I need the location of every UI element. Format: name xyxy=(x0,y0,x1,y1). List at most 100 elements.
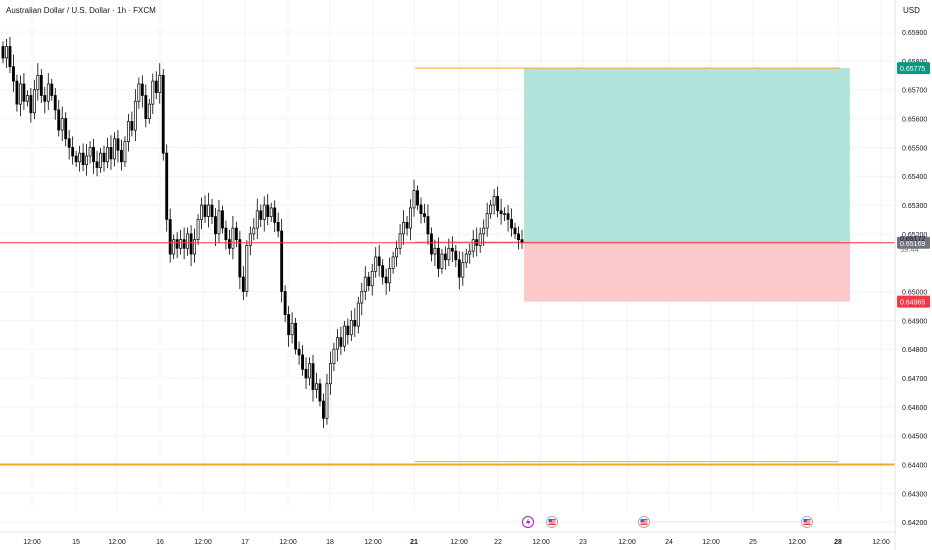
candle xyxy=(510,208,513,237)
stop-loss-badge-bg xyxy=(897,295,930,308)
candle-body xyxy=(346,325,350,336)
candle xyxy=(161,68,165,161)
candle xyxy=(200,197,203,230)
lightning-icon[interactable] xyxy=(522,516,534,528)
us-flag-icon[interactable] xyxy=(801,516,813,528)
x-tick-label: 18 xyxy=(326,539,334,546)
us-flag-icon-canton xyxy=(548,519,552,522)
candle xyxy=(381,259,385,285)
candle xyxy=(315,372,318,399)
stop-loss-zone[interactable] xyxy=(524,241,850,302)
candle xyxy=(231,215,235,260)
x-tick-label: 12:00 xyxy=(364,539,382,546)
candle-body xyxy=(189,233,193,255)
candle xyxy=(179,229,183,255)
entry-price-label: 0.65172 xyxy=(900,236,925,243)
candle xyxy=(273,200,277,233)
candle xyxy=(130,111,134,137)
us-flag-icon-stripe xyxy=(640,522,648,524)
candle-body xyxy=(510,219,513,229)
candle-body xyxy=(464,253,468,264)
candle xyxy=(245,240,249,297)
candle-body xyxy=(57,109,61,131)
event-icons[interactable] xyxy=(522,516,813,528)
bar-countdown: 59:44 xyxy=(900,245,919,254)
candle-body xyxy=(238,239,242,278)
candle xyxy=(255,198,259,240)
candle-body xyxy=(259,210,263,220)
candle-body xyxy=(482,227,486,235)
candle-body xyxy=(384,276,388,284)
take-profit-badge-text: 0.65775 xyxy=(900,66,925,73)
candle xyxy=(436,237,440,278)
candle-body xyxy=(332,348,336,364)
candle-body xyxy=(409,207,412,229)
candle-body xyxy=(304,368,308,379)
candle xyxy=(297,341,301,365)
candle-body xyxy=(447,247,451,261)
candle-body xyxy=(67,138,71,148)
candle-body xyxy=(328,363,332,385)
candle xyxy=(433,239,437,267)
candle xyxy=(269,202,273,222)
us-flag-icon[interactable] xyxy=(638,516,650,528)
y-tick-label: 0.65000 xyxy=(902,290,927,297)
currency-label[interactable]: USD xyxy=(903,6,920,15)
candle-body xyxy=(388,268,392,284)
candle xyxy=(423,203,426,223)
us-flag-icon[interactable] xyxy=(546,516,558,528)
position-zones[interactable] xyxy=(524,68,850,302)
candle xyxy=(29,88,33,123)
candle xyxy=(482,219,486,246)
take-profit-zone[interactable] xyxy=(524,68,850,242)
candle-body xyxy=(255,210,259,229)
candle xyxy=(464,248,468,268)
candle-body xyxy=(335,337,339,350)
x-tick-label: 12:00 xyxy=(872,539,890,546)
candle-body xyxy=(5,46,8,59)
candle-body xyxy=(370,270,374,287)
candle-body xyxy=(506,213,510,220)
candle-body xyxy=(123,141,127,163)
candle-body xyxy=(140,83,144,96)
candle-body xyxy=(419,204,423,215)
candle xyxy=(311,354,315,402)
candle xyxy=(384,268,388,295)
candle-body xyxy=(18,83,22,105)
candle-body xyxy=(457,259,461,278)
candle-body xyxy=(339,337,343,347)
candle-body xyxy=(297,348,301,356)
level-lines[interactable] xyxy=(0,67,895,466)
candle xyxy=(412,179,416,217)
candle xyxy=(140,75,144,108)
candle xyxy=(18,75,22,117)
candle xyxy=(252,218,256,241)
candle xyxy=(71,136,75,165)
candle-body xyxy=(133,100,137,131)
candle xyxy=(461,251,465,286)
x-tick-label: 24 xyxy=(665,539,673,546)
y-tick-label: 0.65700 xyxy=(902,88,927,95)
candle xyxy=(301,345,304,376)
candle-body xyxy=(426,216,430,235)
y-tick-label: 0.64600 xyxy=(902,405,927,412)
candle xyxy=(353,308,357,338)
candle xyxy=(426,204,430,245)
candle xyxy=(248,226,252,256)
candle-body xyxy=(381,265,385,278)
candle xyxy=(78,145,82,172)
candle-body xyxy=(280,230,284,292)
candle-body xyxy=(478,233,482,246)
candle-body xyxy=(283,291,287,315)
candle-body xyxy=(471,239,475,252)
candle-body xyxy=(196,219,200,240)
candle-body xyxy=(315,383,318,390)
candle xyxy=(12,54,15,93)
candle xyxy=(287,305,291,347)
candle xyxy=(193,228,197,263)
candle xyxy=(123,136,127,167)
candle-body xyxy=(137,83,141,102)
x-tick-label: 12:00 xyxy=(788,539,806,546)
